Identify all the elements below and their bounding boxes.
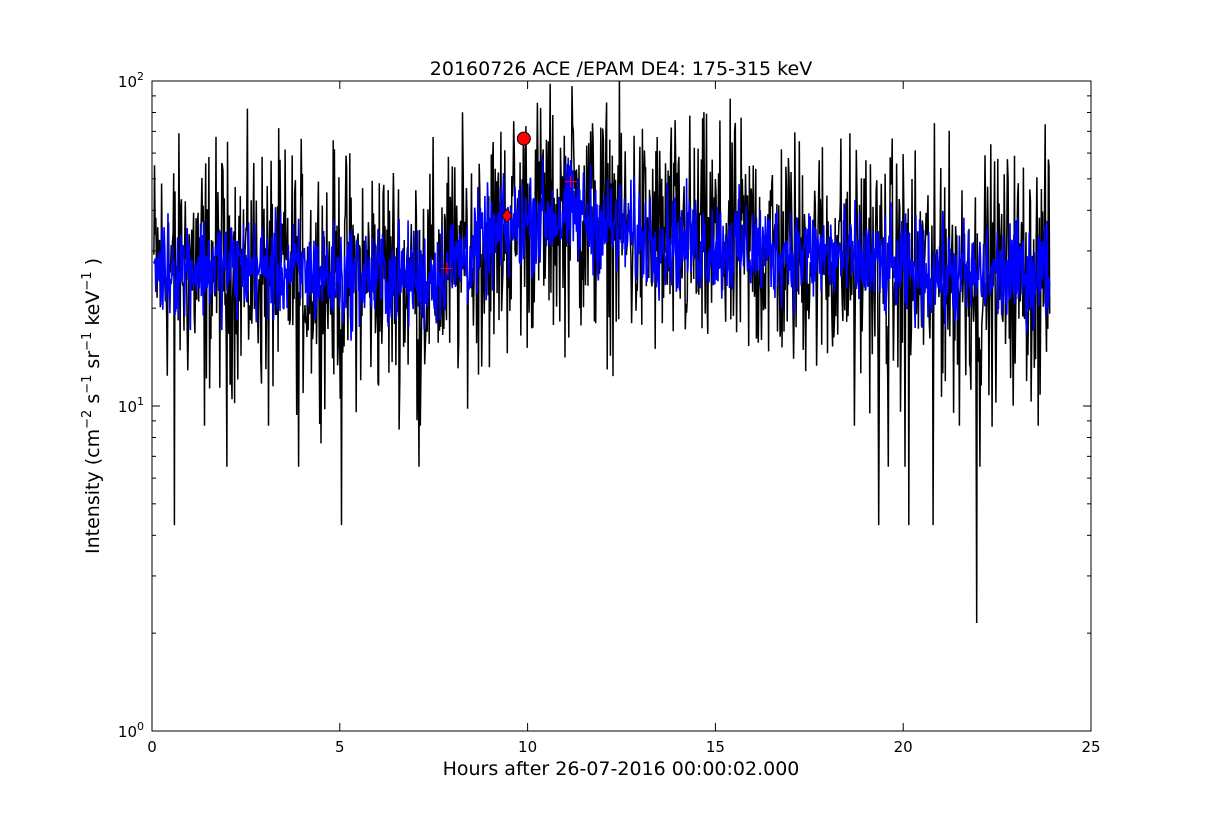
marker-layer xyxy=(440,131,577,275)
event-marker-plus xyxy=(564,175,577,188)
event-marker-circle xyxy=(516,131,531,146)
y-label-exp-1: −2 xyxy=(80,410,95,429)
x-tick-label: 0 xyxy=(147,738,157,756)
y-label-suffix: ) xyxy=(82,258,104,271)
y-label-unit-kev: keV xyxy=(82,291,104,332)
x-tick-label: 15 xyxy=(706,738,725,756)
y-tick-label: 101 xyxy=(118,395,144,416)
x-tick-label: 5 xyxy=(335,738,345,756)
series-layer xyxy=(153,81,1051,624)
x-tick-label: 20 xyxy=(894,738,913,756)
y-axis-label: Intensity (cm−2 s−1 sr−1 keV−1 ) xyxy=(80,258,104,554)
y-label-prefix: Intensity (cm xyxy=(82,429,104,554)
event-marker-plus xyxy=(440,262,453,275)
series-line-1 xyxy=(153,156,1051,341)
y-label-exp-3: −1 xyxy=(80,332,95,351)
y-label-unit-sr: sr xyxy=(82,351,104,375)
tick-layer: 0 5 10 15 20 25 100 101 102 xyxy=(118,70,1101,756)
event-marker-diamond xyxy=(501,208,513,224)
y-tick-label: 100 xyxy=(118,720,144,741)
x-tick-label: 10 xyxy=(518,738,537,756)
x-tick-label: 25 xyxy=(1081,738,1100,756)
y-tick-label: 102 xyxy=(118,70,144,91)
x-axis-label: Hours after 26-07-2016 00:00:02.000 xyxy=(443,758,800,780)
y-label-exp-2: −1 xyxy=(80,375,95,394)
chart-title: 20160726 ACE /EPAM DE4: 175-315 keV xyxy=(430,58,812,80)
plot-frame xyxy=(151,80,1092,732)
y-label-exp-4: −1 xyxy=(80,271,95,290)
y-label-unit-s: s xyxy=(82,394,104,410)
